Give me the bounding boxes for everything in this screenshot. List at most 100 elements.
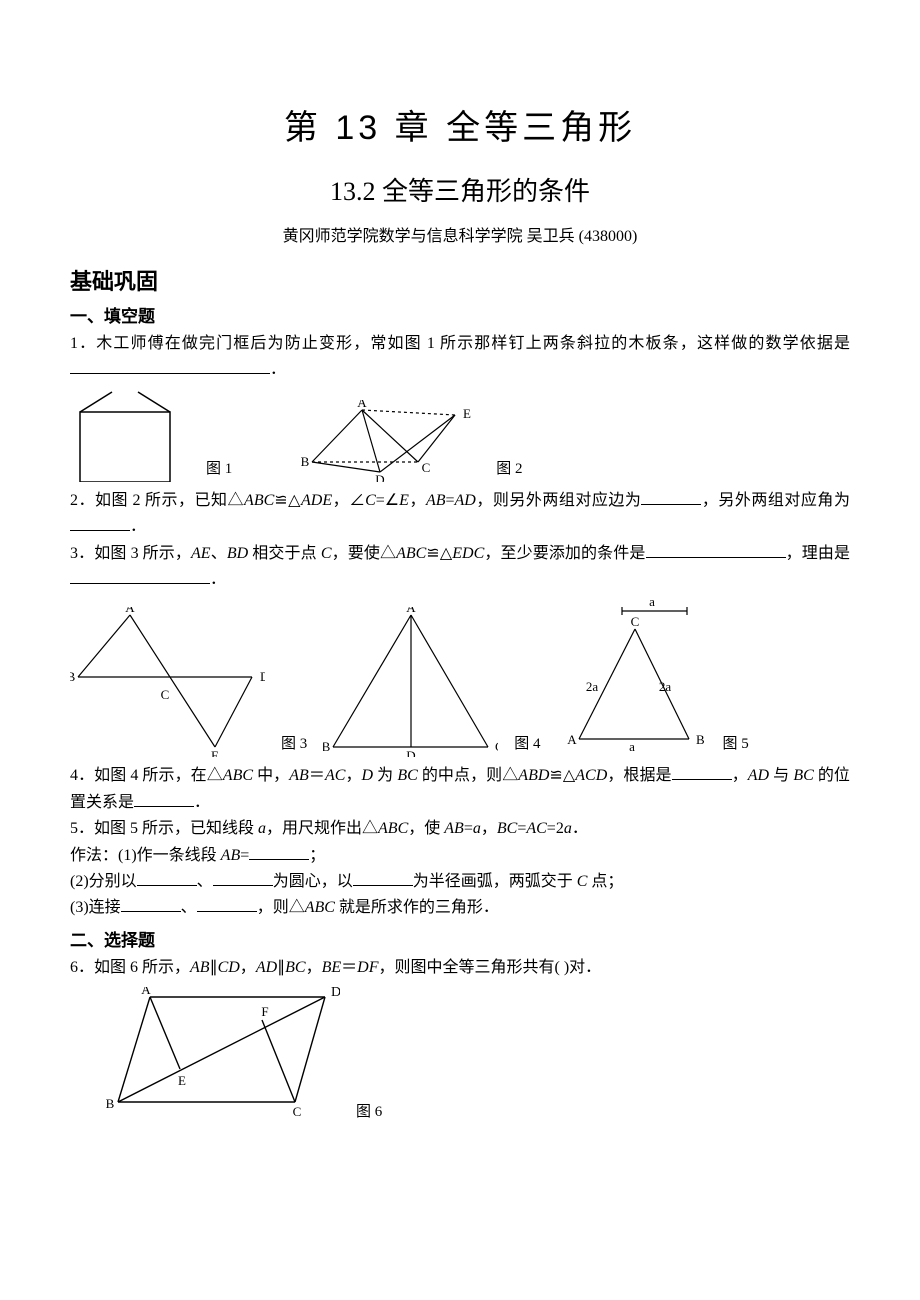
t: 就是所求作的三角形． [335, 899, 499, 916]
blank [137, 869, 197, 886]
q1-pre: 1．木工师傅在做完门框后为防止变形，常如图 1 所示那样钉上两条斜拉的木板条，这… [70, 335, 850, 352]
svg-text:E: E [211, 748, 219, 757]
m: DF [357, 959, 378, 976]
t: ． [572, 820, 588, 837]
t: ，用尺规作出△ [266, 820, 378, 837]
figure-row-1-2: 图 1 AEBDC 图 2 [70, 390, 850, 482]
figure-6-caption: 图 6 [356, 1100, 382, 1121]
m: D [362, 767, 374, 784]
blank [134, 790, 194, 807]
m: AB [444, 820, 464, 837]
m: C [321, 545, 332, 562]
figure-4: ABCD [323, 607, 498, 757]
svg-text:A: A [358, 400, 368, 410]
t: ， [481, 820, 497, 837]
t: ＝ [341, 959, 357, 976]
chapter-title: 第 13 章 全等三角形 [70, 100, 850, 149]
figure-row-3-4-5: ABCDE 图 3 ABCD 图 4 aCAB2a2aa 图 5 [70, 599, 850, 757]
svg-text:2a: 2a [585, 679, 598, 694]
m: ABC [378, 820, 408, 837]
m: BD [227, 545, 248, 562]
t: ，根据是 [607, 767, 671, 784]
m: C [365, 492, 376, 509]
question-1: 1．木工师傅在做完门框后为防止变形，常如图 1 所示那样钉上两条斜拉的木板条，这… [70, 331, 850, 384]
m: a [473, 820, 481, 837]
m: EDC [452, 545, 484, 562]
blank [121, 895, 181, 912]
t: ； [309, 847, 325, 864]
figure-4-wrap: ABCD [323, 607, 498, 757]
figure-3-wrap: ABCDE [70, 607, 265, 757]
m: AB [190, 959, 210, 976]
t: ． [210, 571, 226, 588]
blank [672, 763, 732, 780]
svg-text:C: C [422, 460, 431, 475]
t: ≌△ [274, 492, 301, 509]
svg-text:B: B [696, 732, 705, 747]
t: 2．如图 2 所示，已知△ [70, 492, 244, 509]
subhead-choice: 二、选择题 [70, 926, 850, 951]
t: ，要使△ [332, 545, 397, 562]
svg-text:E: E [463, 406, 471, 421]
svg-text:2a: 2a [658, 679, 671, 694]
t: (2)分别以 [70, 873, 137, 890]
t: 的中点，则△ [418, 767, 519, 784]
section-title: 13.2 全等三角形的条件 [70, 171, 850, 208]
t: =2 [547, 820, 564, 837]
t: ，另外两组对应角为 [701, 492, 850, 509]
m: AE [191, 545, 211, 562]
m: AC [526, 820, 546, 837]
t: = [240, 847, 249, 864]
subhead-fill: 一、填空题 [70, 302, 850, 327]
t: ∥ [277, 959, 285, 976]
m: AD [256, 959, 277, 976]
question-6: 6．如图 6 所示，AB∥CD，AD∥BC，BE＝DF，则图中全等三角形共有( … [70, 955, 850, 981]
t: 为半径画弧，两弧交于 [413, 873, 577, 890]
author-line: 黄冈师范学院数学与信息科学学院 吴卫兵 (438000) [70, 222, 850, 246]
m: BC [497, 820, 517, 837]
t: 相交于点 [248, 545, 321, 562]
svg-text:B: B [106, 1096, 115, 1111]
svg-text:C: C [161, 687, 170, 702]
svg-text:C: C [630, 614, 639, 629]
m: E [399, 492, 409, 509]
svg-text:B: B [70, 669, 76, 684]
blank [213, 869, 273, 886]
figure-5-wrap: aCAB2a2aa [557, 599, 707, 757]
m: ACD [575, 767, 607, 784]
m: BC [793, 767, 813, 784]
svg-text:A: A [141, 987, 151, 997]
figure-6: ADBCEF [100, 987, 340, 1125]
m: a [258, 820, 266, 837]
blank [70, 567, 210, 584]
t: 、 [197, 873, 213, 890]
figure-3: ABCDE [70, 607, 265, 757]
t: ． [130, 518, 146, 535]
figure-row-6: ADBCEF 图 6 [100, 987, 850, 1125]
question-2: 2．如图 2 所示，已知△ABC≌△ADE，∠C=∠E，AB=AD，则另外两组对… [70, 488, 850, 541]
blank [249, 843, 309, 860]
blank [70, 514, 130, 531]
t: 为 [373, 767, 397, 784]
t: ≌△ [549, 767, 575, 784]
t: ＝ [309, 767, 325, 784]
m: a [564, 820, 572, 837]
question-5-step2: (2)分别以、为圆心，以为半径画弧，两弧交于 C 点； [70, 869, 850, 895]
m: BE [322, 959, 342, 976]
blank [353, 869, 413, 886]
blank [70, 357, 270, 374]
t: ∥ [210, 959, 218, 976]
t: 中， [253, 767, 289, 784]
m: AD [455, 492, 476, 509]
t: = [446, 492, 455, 509]
t: 6．如图 6 所示， [70, 959, 190, 976]
svg-text:a: a [649, 599, 655, 609]
m: AB [289, 767, 309, 784]
figure-1-wrap [70, 390, 190, 482]
m: ABC [223, 767, 253, 784]
figure-2-caption: 图 2 [496, 457, 522, 478]
svg-text:E: E [178, 1073, 186, 1088]
svg-text:A: A [125, 607, 135, 615]
t: ，至少要添加的条件是 [484, 545, 645, 562]
m: ABC [305, 899, 335, 916]
